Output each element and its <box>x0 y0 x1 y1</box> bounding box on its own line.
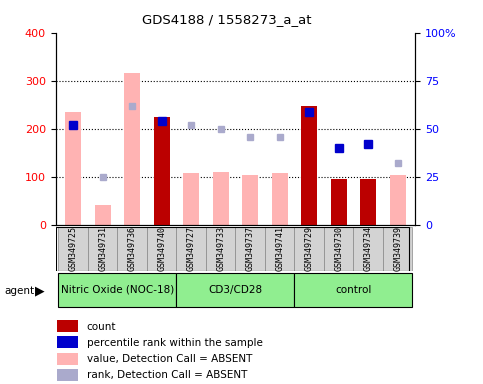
Text: GSM349741: GSM349741 <box>275 226 284 271</box>
Bar <box>271 173 288 225</box>
Text: GSM349729: GSM349729 <box>305 226 313 271</box>
Bar <box>176 227 206 271</box>
Bar <box>95 205 111 225</box>
Bar <box>330 179 347 225</box>
Bar <box>154 117 170 225</box>
Text: control: control <box>335 285 371 295</box>
Bar <box>117 227 147 271</box>
Bar <box>301 106 317 225</box>
Bar <box>265 227 295 271</box>
Text: count: count <box>86 322 116 332</box>
Text: ▶: ▶ <box>35 284 45 297</box>
Text: agent: agent <box>5 286 35 296</box>
Text: GSM349740: GSM349740 <box>157 226 166 271</box>
Text: GSM349730: GSM349730 <box>334 226 343 271</box>
Text: rank, Detection Call = ABSENT: rank, Detection Call = ABSENT <box>86 370 247 381</box>
Text: GSM349736: GSM349736 <box>128 226 137 271</box>
Text: percentile rank within the sample: percentile rank within the sample <box>86 338 262 348</box>
Bar <box>295 227 324 271</box>
Bar <box>57 369 78 381</box>
Text: GSM349731: GSM349731 <box>98 226 107 271</box>
Bar <box>390 175 406 225</box>
Text: GSM349734: GSM349734 <box>364 226 373 271</box>
Bar <box>354 227 383 271</box>
Text: CD3/CD28: CD3/CD28 <box>208 285 263 295</box>
Bar <box>295 273 412 307</box>
Bar <box>324 227 354 271</box>
Bar <box>206 227 236 271</box>
Bar <box>65 113 81 225</box>
Text: value, Detection Call = ABSENT: value, Detection Call = ABSENT <box>86 354 252 364</box>
Text: Nitric Oxide (NOC-18): Nitric Oxide (NOC-18) <box>61 285 174 295</box>
Bar <box>147 227 176 271</box>
Bar <box>176 273 295 307</box>
Bar <box>236 227 265 271</box>
Bar <box>213 172 229 225</box>
Bar <box>242 175 258 225</box>
Bar <box>58 227 88 271</box>
Bar <box>57 320 78 332</box>
Bar <box>183 173 199 225</box>
Bar <box>360 179 376 225</box>
Bar <box>58 273 176 307</box>
Text: GSM349725: GSM349725 <box>69 226 78 271</box>
Text: GDS4188 / 1558273_a_at: GDS4188 / 1558273_a_at <box>142 13 312 26</box>
Bar <box>57 353 78 365</box>
Bar <box>57 336 78 349</box>
Text: GSM349727: GSM349727 <box>187 226 196 271</box>
Bar <box>124 73 141 225</box>
Text: GSM349733: GSM349733 <box>216 226 225 271</box>
Bar <box>88 227 117 271</box>
Text: GSM349739: GSM349739 <box>393 226 402 271</box>
Bar <box>383 227 412 271</box>
Text: GSM349737: GSM349737 <box>246 226 255 271</box>
